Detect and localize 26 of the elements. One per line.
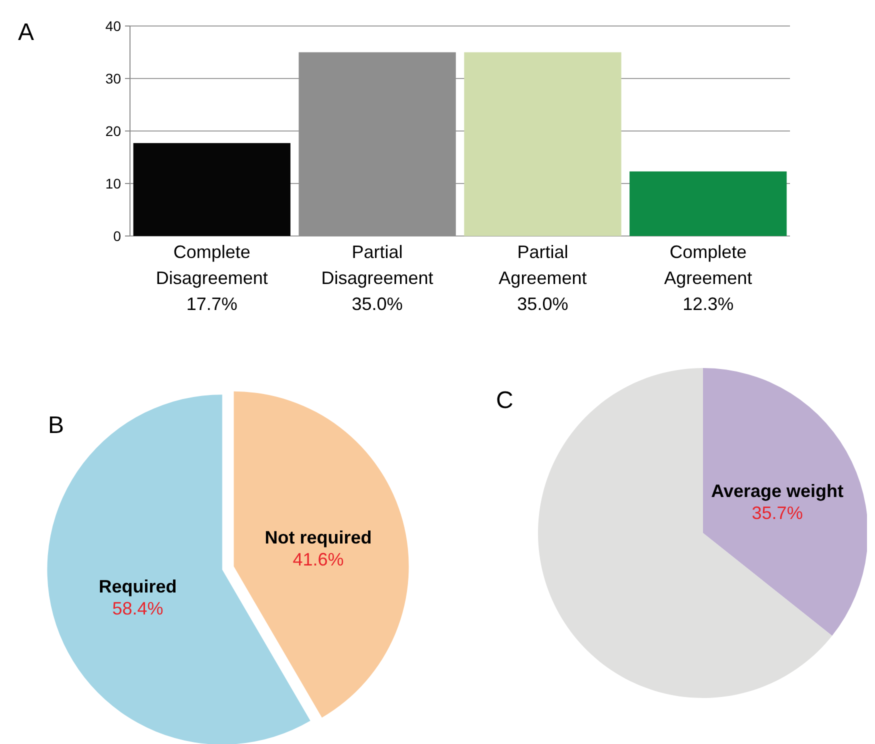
slice-label: Not required: [264, 528, 372, 548]
chart-title: A: [18, 19, 34, 46]
y-tick-label: 10: [105, 175, 122, 192]
text: C: [496, 387, 514, 414]
data-label: 35.0%: [352, 294, 403, 314]
y-tick-label: 30: [105, 70, 122, 86]
y-tick-label: 20: [105, 122, 122, 139]
bar: [630, 171, 787, 236]
y-tick-label: 0: [113, 228, 122, 244]
data-label: 17.7%: [186, 294, 238, 314]
pie-slice: [703, 368, 867, 636]
slice-label: Required: [98, 576, 177, 596]
data-label: 58.4%: [112, 598, 164, 618]
x-tick-label: Partial Agreement: [498, 242, 587, 288]
x-tick-label: Complete Agreement: [664, 242, 752, 288]
data-label: 12.3%: [682, 294, 734, 314]
x-tick-label: Partial Disagreement: [321, 242, 434, 288]
text: B: [48, 412, 64, 439]
bar: [133, 143, 290, 236]
y-tick-label: 40: [105, 18, 122, 34]
data-label: 41.6%: [292, 550, 344, 570]
slice-label: Average weight: [711, 481, 844, 502]
data-label: 35.0%: [517, 294, 568, 314]
x-tick-label: Complete Disagreement: [156, 242, 268, 288]
bar: [464, 52, 622, 236]
data-label: 35.7%: [752, 503, 803, 524]
